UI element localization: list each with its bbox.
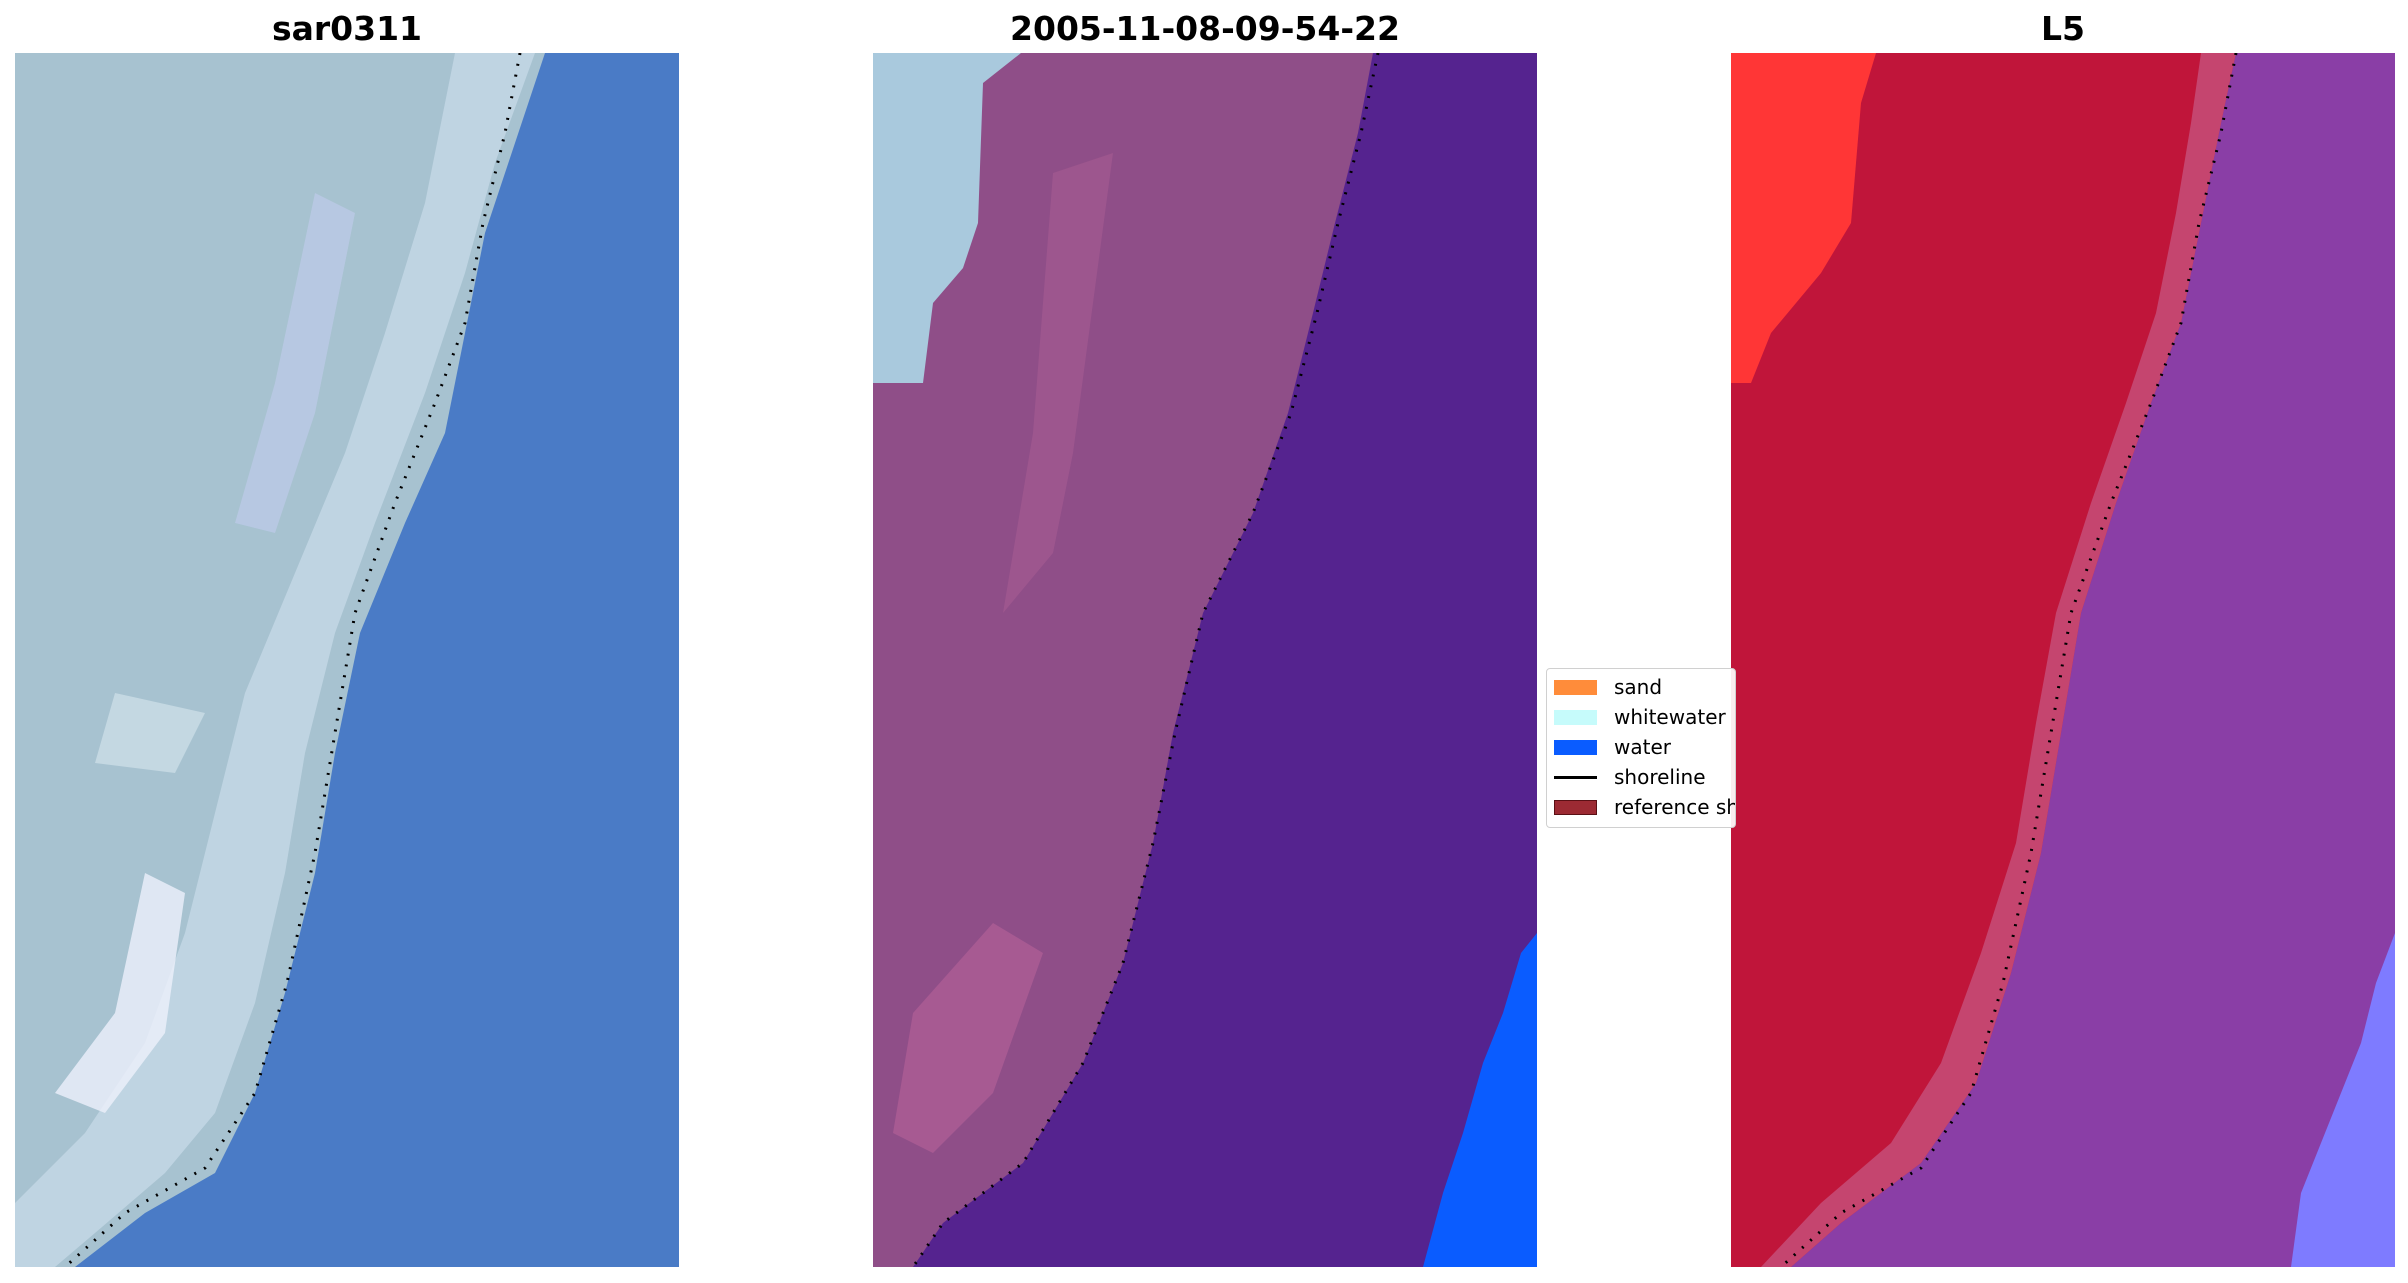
legend-label-whitewater: whitewater <box>1614 705 1726 729</box>
reference-shoreline-swatch <box>1554 799 1597 815</box>
class-land-pink <box>893 923 1043 1153</box>
whitewater-swatch <box>1554 709 1597 725</box>
legend-item-whitewater: whitewater <box>1554 702 1726 732</box>
panel-title-classified: 2005-11-08-09-54-22 <box>1010 9 1400 48</box>
shoreline-classified <box>911 53 1380 1267</box>
water-swatch <box>1554 739 1597 755</box>
classified-image <box>873 53 1537 1267</box>
legend-item-sand: sand <box>1554 672 1662 702</box>
legend-label-sand: sand <box>1614 675 1663 699</box>
legend-label-water: water <box>1614 735 1671 759</box>
classified-image-panel <box>873 53 1537 1267</box>
class-water-blue <box>1423 933 1537 1267</box>
nir-image <box>1731 53 2395 1267</box>
panel-title-rgb: sar0311 <box>271 9 423 48</box>
shoreline-line-swatch <box>1554 775 1597 779</box>
sand-streak-3 <box>95 693 205 773</box>
class-whitewater <box>873 53 1021 383</box>
nir-transition <box>1761 53 2236 1267</box>
legend-label-reference-shoreline: reference shoreline <box>1614 795 1735 819</box>
class-land-light-band <box>1003 153 1113 613</box>
nir-shallow <box>2291 933 2395 1267</box>
rgb-image <box>15 53 679 1267</box>
legend-item-reference-shoreline: reference shoreline <box>1554 792 1735 822</box>
legend: sand whitewater water shoreline referenc… <box>1546 668 1736 828</box>
panel-title-nir: L5 <box>2041 9 2085 48</box>
whitewater-band <box>15 53 535 1267</box>
legend-item-water: water <box>1554 732 1671 762</box>
nir-bright <box>1731 53 1876 383</box>
rgb-image-panel <box>15 53 679 1267</box>
sand-streak-2 <box>55 873 185 1113</box>
legend-item-shoreline: shoreline <box>1554 762 1706 792</box>
legend-label-shoreline: shoreline <box>1614 765 1706 789</box>
sand-streak-1 <box>235 193 355 533</box>
nir-land <box>1731 53 2236 1267</box>
sand-swatch <box>1554 679 1597 695</box>
nir-image-panel <box>1731 53 2395 1267</box>
